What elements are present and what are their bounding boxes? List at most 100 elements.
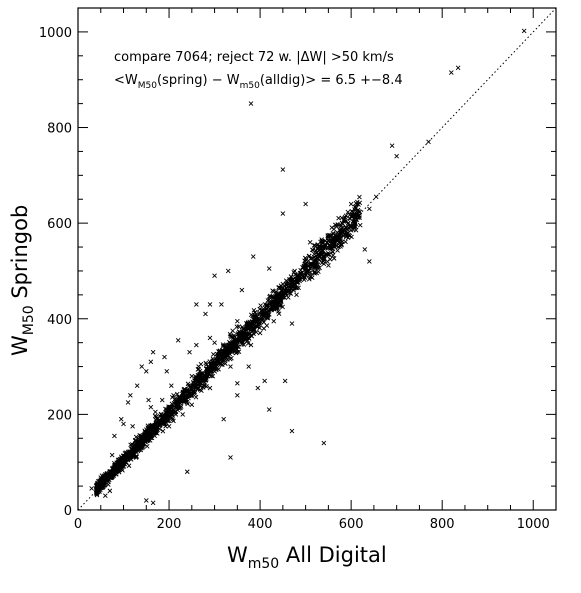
data-point-outlier xyxy=(148,359,154,365)
data-point xyxy=(178,401,183,406)
data-point-outlier xyxy=(153,409,158,415)
data-point-outlier xyxy=(362,247,368,252)
data-point-outlier xyxy=(367,206,372,212)
data-point xyxy=(258,303,263,308)
data-point xyxy=(231,343,236,348)
data-point xyxy=(333,233,339,238)
data-point xyxy=(95,487,100,493)
data-point-outlier xyxy=(280,211,286,216)
data-point xyxy=(99,473,105,478)
data-point xyxy=(319,237,324,242)
data-point xyxy=(139,440,145,446)
data-point xyxy=(210,359,215,365)
data-point xyxy=(234,344,239,349)
data-point xyxy=(342,214,348,220)
data-point xyxy=(220,342,226,347)
data-point-outlier xyxy=(294,292,299,298)
data-point xyxy=(331,231,336,237)
y-tick-label: 200 xyxy=(47,408,72,423)
data-point-outlier xyxy=(225,268,231,274)
y-axis-label: WM50 Springob xyxy=(8,205,37,356)
data-point xyxy=(265,312,271,318)
data-point xyxy=(289,274,294,280)
data-point-outlier xyxy=(180,390,186,396)
data-point xyxy=(264,302,270,308)
data-point xyxy=(152,423,157,428)
data-point xyxy=(310,247,316,253)
data-point xyxy=(116,469,121,474)
data-point xyxy=(353,221,358,226)
data-point xyxy=(357,213,362,219)
data-point-outlier xyxy=(146,397,151,403)
data-point xyxy=(158,419,164,425)
y-tick-label: 0 xyxy=(64,504,72,519)
data-point xyxy=(163,411,169,416)
data-point-outlier xyxy=(207,385,213,391)
data-point-outlier xyxy=(189,402,195,408)
data-point xyxy=(203,360,209,366)
data-point xyxy=(227,331,233,337)
data-point xyxy=(105,482,111,487)
data-point xyxy=(229,355,234,361)
data-point-outlier xyxy=(348,201,354,207)
data-point xyxy=(270,298,276,304)
data-point-outlier xyxy=(118,416,124,422)
data-point xyxy=(111,469,117,475)
data-point-outlier xyxy=(112,433,117,439)
data-point xyxy=(331,256,337,261)
data-point-outlier xyxy=(116,457,122,463)
data-point xyxy=(260,312,266,317)
data-point xyxy=(223,361,228,366)
data-point-outlier xyxy=(143,369,149,374)
data-point xyxy=(94,482,99,488)
data-point xyxy=(214,362,220,368)
data-point xyxy=(264,303,270,309)
data-point xyxy=(152,413,158,419)
data-point-outlier xyxy=(521,28,527,34)
data-point-outlier xyxy=(275,302,281,307)
data-point xyxy=(357,209,363,215)
data-point xyxy=(102,478,107,484)
data-point xyxy=(322,245,328,250)
data-point-outlier xyxy=(312,271,318,276)
data-point xyxy=(303,255,308,261)
data-point xyxy=(184,388,190,394)
data-point xyxy=(315,245,321,251)
data-point xyxy=(171,418,176,424)
data-point xyxy=(107,475,112,480)
data-point xyxy=(325,259,330,264)
annotation-line-2: <WM50(spring) − Wm50(alldig)> = 6.5 +−8.… xyxy=(114,73,403,91)
data-point-outlier xyxy=(321,440,327,446)
data-point xyxy=(288,280,294,285)
data-point xyxy=(290,277,295,283)
data-point-outlier xyxy=(280,167,286,172)
data-point xyxy=(163,414,169,420)
data-point xyxy=(193,375,198,381)
data-point xyxy=(294,280,300,285)
data-point xyxy=(343,227,348,233)
data-point xyxy=(264,323,270,328)
data-point xyxy=(164,418,170,423)
data-point xyxy=(195,386,201,392)
data-point xyxy=(357,194,362,200)
data-point xyxy=(307,265,313,271)
data-point xyxy=(243,326,249,331)
data-point xyxy=(118,454,124,460)
data-point xyxy=(164,408,170,414)
data-point-outlier xyxy=(89,486,94,491)
data-point-outlier xyxy=(282,378,288,384)
data-point-outlier xyxy=(198,361,204,367)
data-point xyxy=(274,304,280,310)
data-point xyxy=(139,441,145,447)
data-point xyxy=(297,274,303,280)
data-point xyxy=(192,387,197,392)
data-point xyxy=(160,428,166,434)
data-point xyxy=(311,264,317,270)
data-point xyxy=(161,420,167,426)
data-point xyxy=(336,244,341,250)
data-point-outlier xyxy=(166,424,172,429)
data-point xyxy=(122,457,128,463)
data-point xyxy=(293,277,299,282)
data-point-outlier xyxy=(307,239,313,245)
data-point xyxy=(194,382,200,387)
